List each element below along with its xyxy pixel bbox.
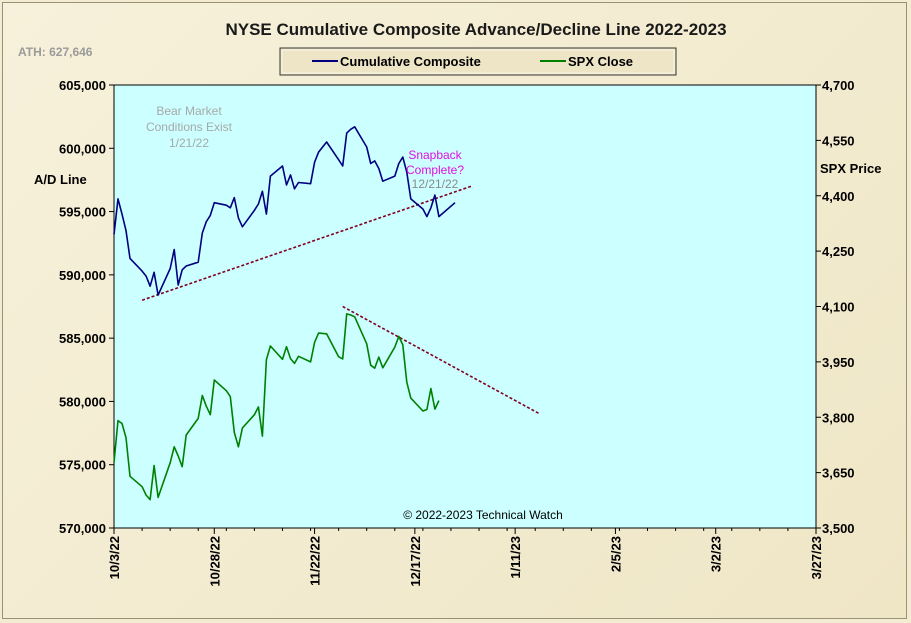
y-right-tick-label: 4,400 <box>822 189 855 204</box>
x-tick-label: 12/17/22 <box>408 536 423 587</box>
y-right-tick-label: 4,250 <box>822 244 855 259</box>
bear-note-line3: 1/21/22 <box>169 136 209 150</box>
legend-label-ad: Cumulative Composite <box>340 54 481 69</box>
y-right-tick-label: 3,800 <box>822 410 855 425</box>
y-right-tick-label: 4,700 <box>822 78 855 93</box>
copyright-text: © 2022-2023 Technical Watch <box>403 508 563 522</box>
x-tick-label: 1/11/23 <box>508 536 523 579</box>
bear-note-line2: Conditions Exist <box>146 120 233 134</box>
y-left-tick-label: 605,000 <box>59 78 106 93</box>
chart-title: NYSE Cumulative Composite Advance/Declin… <box>225 20 726 39</box>
y-right-tick-label: 3,650 <box>822 466 855 481</box>
legend-label-spx: SPX Close <box>568 54 633 69</box>
y-right-tick-label: 3,500 <box>822 521 855 536</box>
y-right-axis-title: SPX Price <box>820 161 881 176</box>
y-left-tick-label: 570,000 <box>59 521 106 536</box>
y-left-tick-label: 600,000 <box>59 141 106 156</box>
ath-label: ATH: 627,646 <box>18 45 93 59</box>
bear-note-line1: Bear Market <box>156 104 222 118</box>
legend: Cumulative Composite SPX Close <box>280 48 676 75</box>
y-left-tick-label: 585,000 <box>59 331 106 346</box>
snap-note-line1: Snapback <box>408 148 462 162</box>
snap-note-line2: Complete? <box>406 163 464 177</box>
snapback-note: Snapback Complete? 12/21/22 <box>406 148 464 191</box>
x-tick-label: 11/22/22 <box>308 536 323 586</box>
y-left-tick-label: 595,000 <box>59 205 106 220</box>
x-tick-label: 2/5/23 <box>608 536 623 572</box>
y-left-tick-label: 580,000 <box>59 394 106 409</box>
y-left-axis-title: A/D Line <box>34 172 87 187</box>
plot-area <box>114 85 816 528</box>
x-tick-label: 3/2/23 <box>709 536 724 572</box>
snap-note-line3: 12/21/22 <box>412 177 459 191</box>
y-left-tick-label: 575,000 <box>59 458 106 473</box>
y-left-tick-label: 590,000 <box>59 268 106 283</box>
y-right-tick-label: 4,550 <box>822 133 855 148</box>
chart-svg: NYSE Cumulative Composite Advance/Declin… <box>0 0 911 623</box>
x-tick-label: 10/28/22 <box>207 536 222 587</box>
x-tick-label: 3/27/23 <box>809 536 824 579</box>
y-right-tick-label: 3,950 <box>822 355 855 370</box>
x-tick-label: 10/3/22 <box>107 536 122 579</box>
y-right-tick-label: 4,100 <box>822 300 855 315</box>
